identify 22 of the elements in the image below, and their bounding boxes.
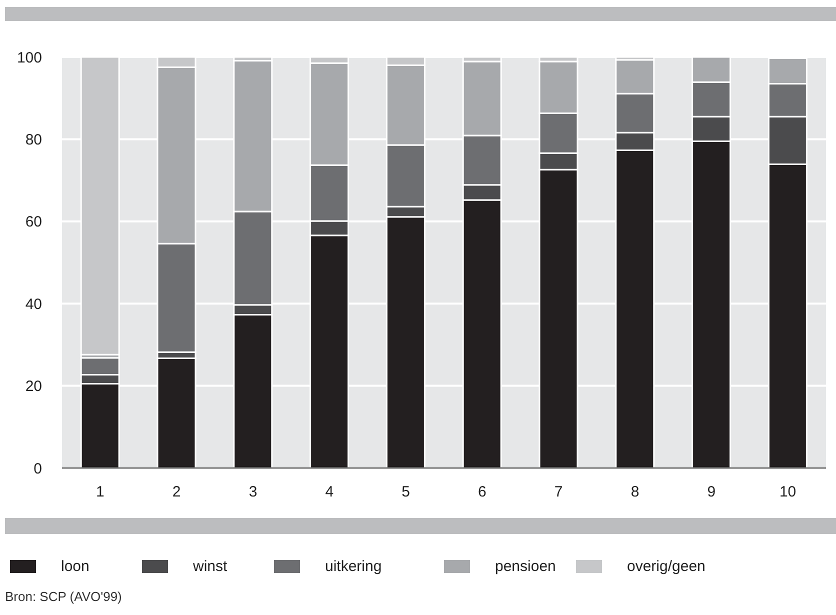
legend-label: winst <box>193 558 228 575</box>
y-tick-label: 20 <box>25 378 42 396</box>
x-tick-label: 8 <box>630 484 640 501</box>
x-tick-label: 7 <box>554 484 563 501</box>
text: Bron: SCP (AVO'99) <box>5 589 123 604</box>
legend-label: uitkering <box>325 558 382 575</box>
x-tick-label: 5 <box>402 484 410 501</box>
legend-label: pensioen <box>495 558 556 575</box>
x-tick-label: 2 <box>172 484 181 501</box>
x-tick-label: 6 <box>478 484 486 501</box>
x-tick-label: 1 <box>96 484 104 501</box>
y-tick-label: 60 <box>25 214 42 231</box>
y-tick-label: 40 <box>25 296 42 313</box>
y-tick-label: 0 <box>34 460 42 478</box>
x-tick-label: 9 <box>707 484 716 501</box>
y-tick-label: 80 <box>25 132 42 149</box>
y-tick-label: 100 <box>16 49 42 66</box>
legend-label: overig/geen <box>627 558 706 575</box>
x-tick-label: 10 <box>779 484 796 501</box>
legend-label: loon <box>61 558 90 575</box>
x-tick-label: 4 <box>325 484 334 501</box>
x-tick-label: 3 <box>248 484 258 501</box>
